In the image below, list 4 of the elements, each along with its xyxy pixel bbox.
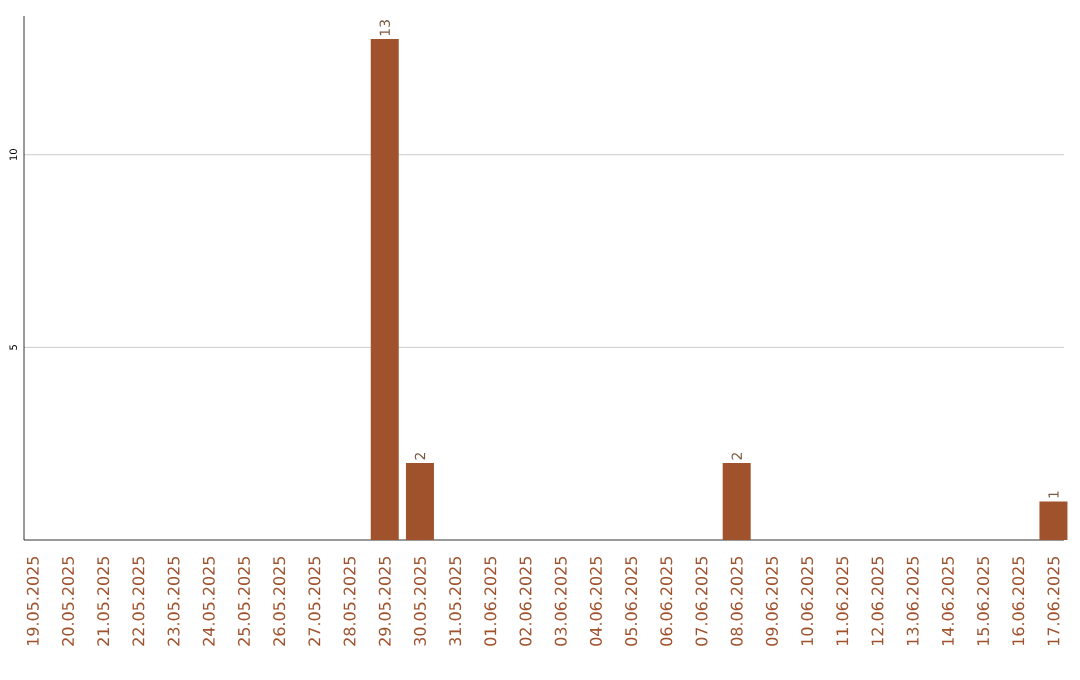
bar [405,462,434,540]
bar [370,39,399,540]
bar [722,462,751,540]
bar [1039,501,1068,540]
